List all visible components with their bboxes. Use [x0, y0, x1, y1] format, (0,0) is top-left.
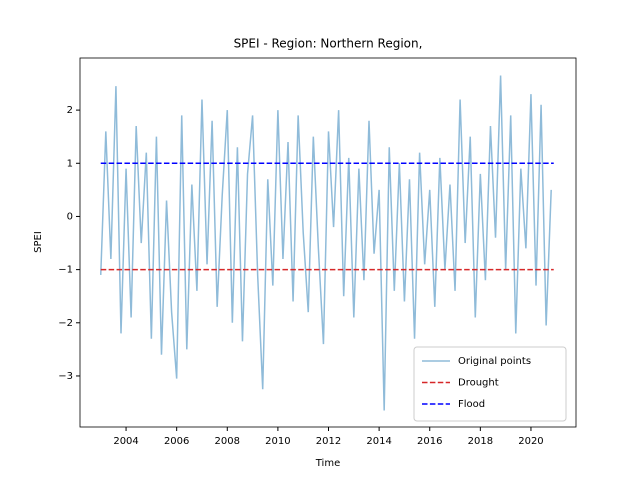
x-tick-label: 2014 — [366, 436, 391, 447]
x-axis-label: Time — [315, 458, 340, 469]
x-tick-label: 2006 — [164, 436, 189, 447]
y-tick-label: 1 — [67, 158, 73, 169]
legend-label: Drought — [458, 378, 499, 389]
y-axis-label: SPEI — [33, 231, 44, 253]
line-series — [100, 75, 552, 411]
x-tick-label: 2018 — [468, 436, 493, 447]
axes-frame — [79, 57, 577, 428]
y-tick-label: 0 — [67, 211, 73, 222]
legend-label: Original points — [458, 356, 531, 367]
x-tick-label: 2020 — [518, 436, 543, 447]
y-tick-label: −2 — [58, 318, 73, 329]
x-tick-label: 2016 — [417, 436, 442, 447]
legend-box — [413, 346, 567, 422]
x-tick-label: 2004 — [113, 436, 138, 447]
y-tick-label: −1 — [58, 265, 73, 276]
x-tick-label: 2008 — [215, 436, 240, 447]
y-tick-label: 2 — [67, 105, 73, 116]
x-tick-label: 2010 — [265, 436, 290, 447]
x-tick-label: 2012 — [316, 436, 341, 447]
chart-title: SPEI - Region: Northern Region, — [234, 37, 423, 51]
y-tick-label: −3 — [58, 371, 73, 382]
legend-label: Flood — [458, 399, 485, 410]
